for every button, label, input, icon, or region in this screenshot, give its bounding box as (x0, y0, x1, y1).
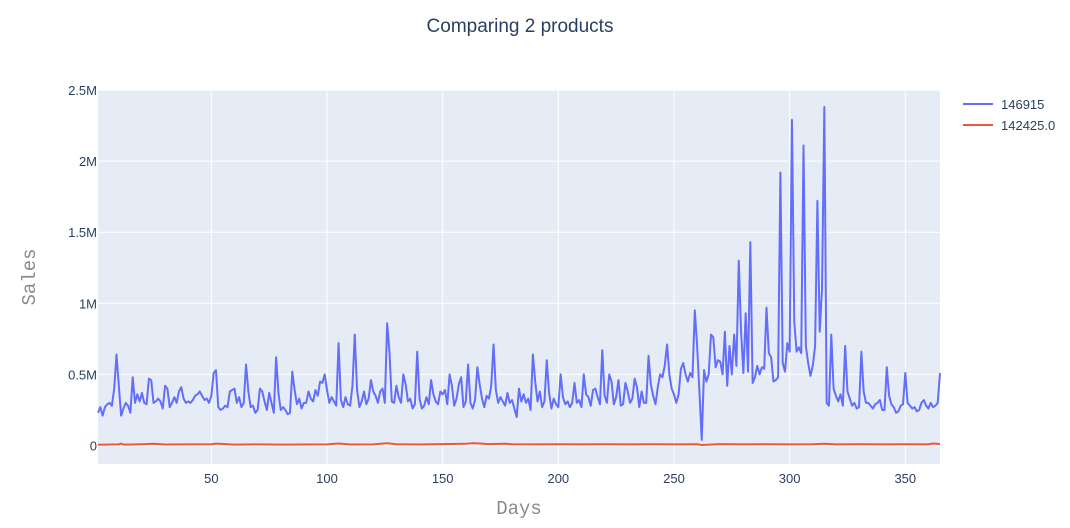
series-line-0 (97, 106, 941, 441)
y-tick-label: 0.5M (68, 367, 97, 382)
y-tick-label: 1.5M (68, 225, 97, 240)
y-tick-label: 2.5M (68, 83, 97, 98)
tick-labels: 50 100 150 200 250 300 350 0 0.5M 1M 1.5M 2M 2.5M (68, 83, 916, 486)
x-tick-label: 350 (894, 471, 916, 486)
x-tick-label: 100 (316, 471, 338, 486)
series-lines (97, 106, 941, 446)
chart-title: Comparing 2 products (426, 16, 614, 37)
legend-label[interactable]: 146915 (1001, 97, 1044, 112)
legend[interactable]: 146915 142425.0 (963, 97, 1055, 133)
y-tick-label: 1M (79, 296, 97, 311)
legend-label[interactable]: 142425.0 (1001, 118, 1055, 133)
y-tick-label: 2M (79, 154, 97, 169)
y-tick-label: 0 (90, 439, 97, 454)
x-tick-label: 250 (663, 471, 685, 486)
x-axis-title: Days (496, 498, 542, 520)
x-tick-label: 200 (547, 471, 569, 486)
y-axis-title: Sales (19, 248, 41, 305)
x-tick-label: 150 (432, 471, 454, 486)
x-tick-label: 300 (779, 471, 801, 486)
x-tick-label: 50 (204, 471, 218, 486)
series-line-1 (97, 442, 941, 446)
